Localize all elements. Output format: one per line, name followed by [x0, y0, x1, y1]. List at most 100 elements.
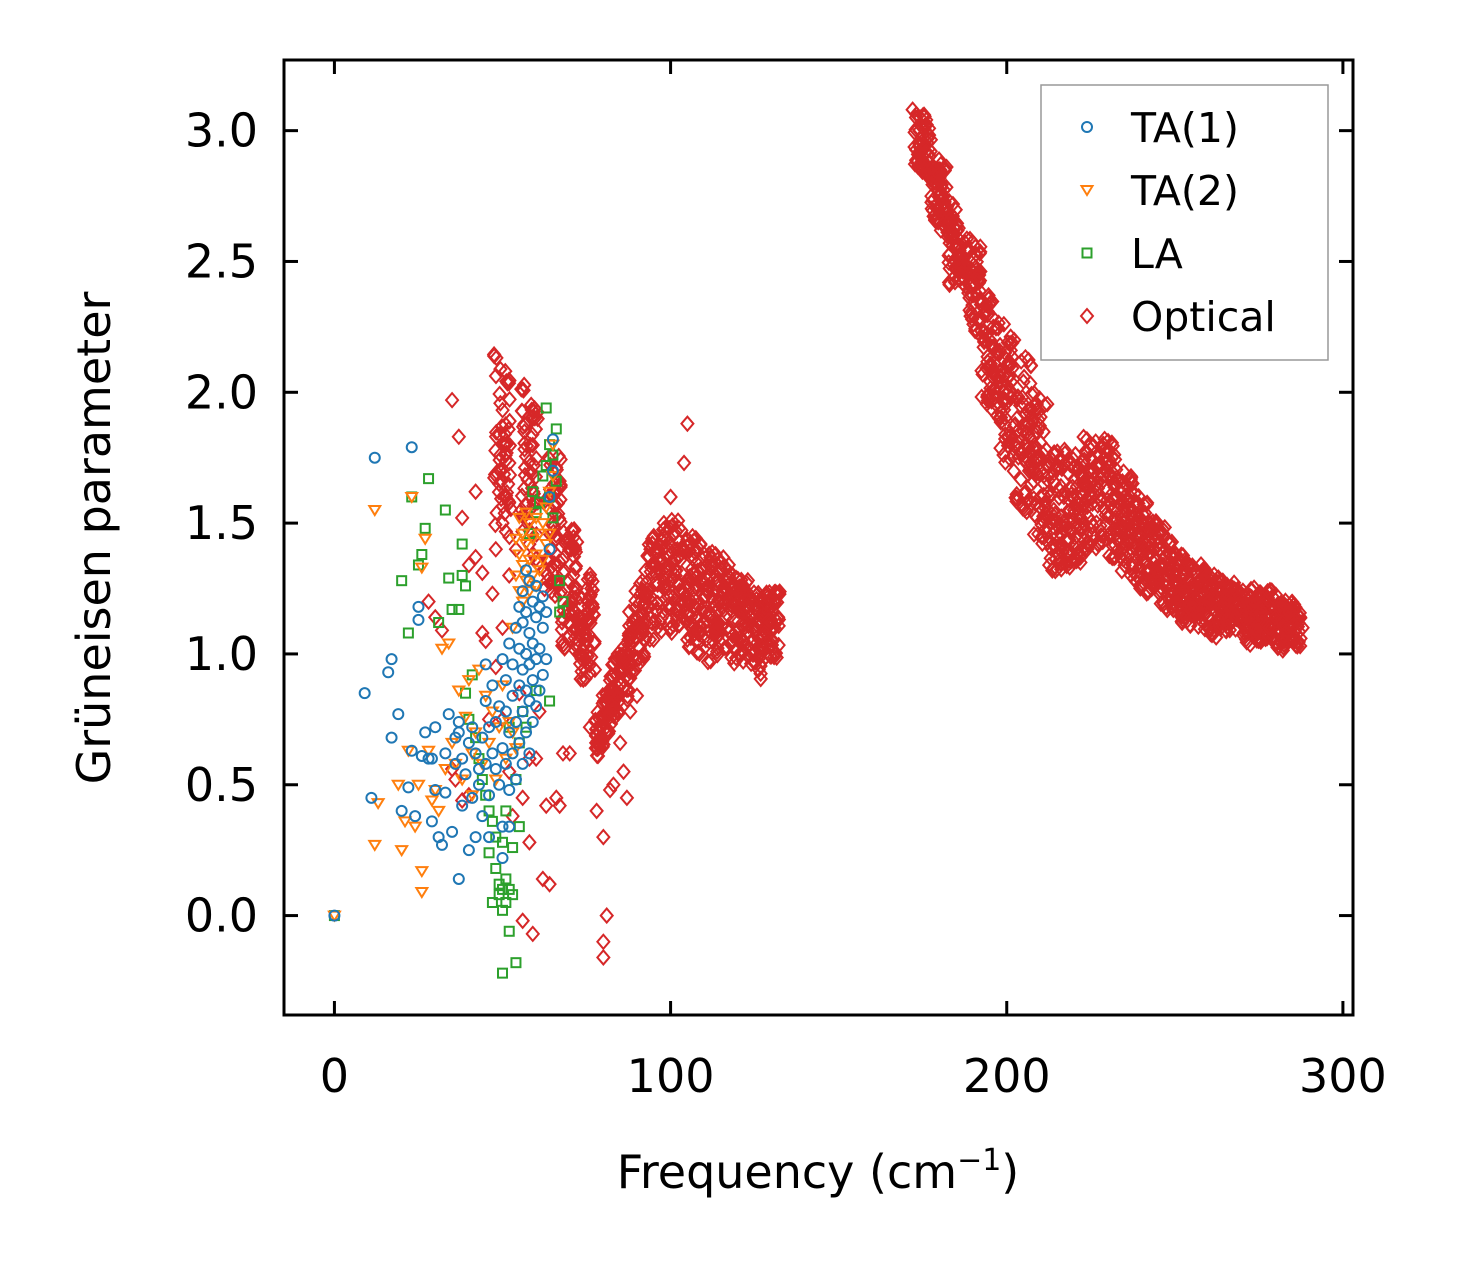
optical-point	[945, 195, 961, 213]
ta-1-point	[543, 490, 556, 503]
la-point	[497, 883, 509, 895]
optical-point	[1021, 351, 1036, 369]
optical-point	[1033, 488, 1048, 506]
optical-point	[1254, 613, 1270, 632]
la-point	[530, 507, 542, 519]
ta-2-point	[411, 779, 426, 792]
ta-1-point	[503, 783, 516, 796]
optical-point	[547, 574, 562, 592]
optical-point	[750, 640, 766, 658]
optical-point	[498, 451, 514, 469]
la-point	[554, 606, 566, 618]
la-point	[460, 580, 472, 592]
optical-point	[568, 560, 583, 578]
optical-point	[671, 519, 687, 537]
optical-point	[628, 582, 643, 600]
ta-2-point	[458, 711, 473, 724]
optical-point	[643, 540, 658, 558]
optical-point	[525, 925, 541, 943]
optical-point	[706, 571, 721, 589]
optical-point	[596, 933, 611, 951]
ta-1-point	[489, 763, 502, 776]
optical-point	[566, 520, 582, 538]
ta-1-point	[392, 708, 405, 721]
optical-point	[1056, 488, 1072, 506]
optical-point	[625, 663, 640, 681]
optical-point	[1144, 580, 1159, 598]
optical-point	[1154, 556, 1169, 574]
optical-point	[578, 669, 593, 688]
optical-point	[1026, 525, 1042, 543]
optical-point	[730, 598, 746, 616]
optical-point	[1201, 593, 1216, 611]
optical-point	[1002, 334, 1018, 352]
optical-point	[905, 101, 920, 119]
optical-point	[941, 253, 957, 272]
optical-point	[656, 527, 671, 545]
optical-point	[1092, 533, 1107, 551]
optical-point	[488, 367, 504, 385]
optical-point	[1062, 502, 1077, 520]
optical-point	[1059, 519, 1075, 537]
ta-1-point	[520, 726, 533, 739]
optical-point	[571, 618, 587, 636]
optical-point	[1123, 467, 1139, 485]
optical-point	[565, 602, 581, 620]
optical-point	[691, 633, 707, 651]
optical-point	[620, 681, 636, 699]
optical-point	[636, 645, 652, 663]
optical-point	[1164, 588, 1179, 606]
optical-point	[959, 257, 975, 275]
optical-point	[1094, 492, 1110, 510]
optical-point	[740, 597, 756, 615]
optical-point	[497, 436, 513, 454]
ta-1-point	[405, 441, 418, 454]
optical-point	[1268, 608, 1283, 626]
ta-1-point	[439, 747, 452, 760]
ta-2-point	[461, 675, 477, 688]
optical-point	[1129, 567, 1145, 585]
optical-point	[681, 593, 696, 611]
optical-point	[908, 121, 924, 139]
optical-point	[1107, 475, 1122, 493]
la-point	[500, 873, 512, 885]
optical-point	[995, 393, 1011, 411]
optical-point	[448, 770, 463, 789]
optical-point	[1070, 462, 1085, 480]
optical-point	[980, 392, 996, 410]
ta-1-point	[509, 715, 522, 728]
optical-point	[937, 161, 952, 179]
optical-point	[912, 122, 927, 140]
optical-point	[1042, 488, 1058, 506]
ta-1-point	[499, 705, 512, 718]
optical-point	[675, 541, 690, 559]
ta-1-point	[483, 789, 496, 802]
optical-point	[1115, 545, 1130, 563]
optical-point	[572, 644, 587, 663]
optical-point	[1143, 535, 1159, 553]
optical-point	[982, 331, 998, 349]
la-point	[486, 815, 498, 827]
optical-point	[690, 566, 705, 584]
ta-2-point	[367, 839, 383, 852]
optical-point	[589, 802, 604, 820]
optical-point	[997, 409, 1013, 427]
la-point	[527, 486, 539, 498]
optical-point	[532, 702, 547, 721]
optical-point	[1130, 494, 1146, 512]
optical-point	[1178, 552, 1194, 571]
ta-2-point	[542, 528, 557, 541]
optical-point	[1016, 422, 1031, 441]
optical-point	[485, 585, 500, 603]
optical-point	[1174, 593, 1189, 611]
la-point	[412, 559, 424, 571]
optical-point	[488, 516, 503, 534]
ta-1-point	[520, 647, 533, 660]
y-tick-label: 0.5	[185, 758, 258, 812]
ta-1-point	[368, 451, 381, 464]
optical-point	[740, 571, 756, 589]
optical-point	[971, 263, 987, 281]
optical-point	[1110, 488, 1126, 506]
optical-point	[1004, 359, 1020, 377]
